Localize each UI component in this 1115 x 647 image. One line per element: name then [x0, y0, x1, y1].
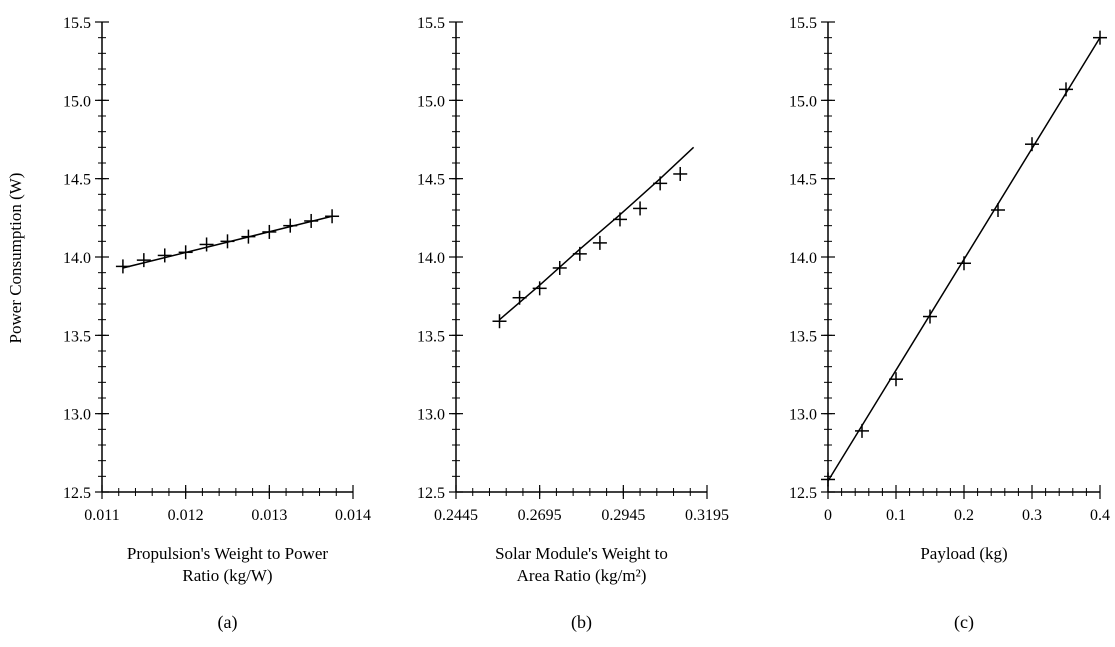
data-point-marker [957, 256, 971, 271]
data-point-marker [673, 166, 688, 181]
data-point-marker [283, 218, 298, 233]
x-axis-title: Area Ratio (kg/m²) [517, 566, 647, 585]
x-tick-label: 0.014 [335, 507, 371, 524]
panels: 12.5 13.0 13.5 14.0 14.5 15.0 15.5 0.011 0.012 0.… [63, 15, 1110, 633]
data-point-marker [991, 203, 1005, 217]
y-tick-label: 12.5 [789, 485, 817, 502]
y-tick-label: 13.0 [789, 407, 817, 424]
x-axis-title: Ratio (kg/W) [182, 566, 272, 585]
data-point-marker [532, 281, 547, 296]
data-point-marker [115, 259, 130, 274]
data-point-marker [136, 253, 151, 268]
data-point-marker [653, 176, 668, 191]
y-tick-label: 13.0 [63, 407, 91, 424]
data-point-marker [855, 423, 869, 438]
x-tick-label: 0 [824, 507, 832, 524]
y-tick-label: 14.0 [417, 250, 445, 267]
x-tick-label: 0.011 [84, 507, 119, 524]
x-tick-label: 0.2445 [434, 507, 478, 524]
y-axis-title: Power Consumption (W) [6, 173, 25, 344]
data-point-marker [325, 209, 340, 224]
data-point-marker [612, 212, 627, 227]
data-point-marker [492, 314, 507, 329]
y-tick-label: 15.5 [417, 15, 445, 32]
y-tick-label: 13.5 [417, 328, 445, 345]
x-axis-title: Solar Module's Weight to [495, 544, 668, 563]
y-tick-label: 14.0 [63, 250, 91, 267]
y-tick-label: 13.5 [789, 328, 817, 345]
data-point-marker [178, 245, 193, 260]
panel-label: (c) [954, 612, 974, 633]
data-point-marker [157, 248, 172, 263]
x-tick-label: 0.3195 [685, 507, 729, 524]
data-point-marker [304, 213, 319, 228]
x-tick-label: 0.013 [251, 507, 287, 524]
data-point-marker [199, 237, 214, 252]
y-tick-label: 15.0 [417, 93, 445, 110]
data-point-marker [923, 309, 937, 324]
y-tick-label: 15.5 [789, 15, 817, 32]
x-axis-title: Propulsion's Weight to Power [127, 544, 328, 563]
panel-c: 12.5 13.0 13.5 14.0 14.5 15.0 15.5 0 0.1 0.2 0.3 0.… [789, 15, 1110, 633]
x-tick-label: 0.1 [886, 507, 906, 524]
data-point-marker [572, 246, 587, 261]
panel-b: 12.5 13.0 13.5 14.0 14.5 15.0 15.5 0.2445 0.2695… [417, 15, 729, 633]
panel-label: (b) [571, 612, 592, 633]
data-point-marker [512, 290, 527, 305]
y-tick-label: 12.5 [63, 485, 91, 502]
y-tick-label: 12.5 [417, 485, 445, 502]
data-point-marker [889, 372, 903, 387]
data-point-marker [262, 224, 277, 239]
x-tick-label: 0.4 [1090, 507, 1110, 524]
y-tick-label: 13.5 [63, 328, 91, 345]
trend-line [499, 146, 695, 321]
x-tick-label: 0.2 [954, 507, 974, 524]
x-tick-label: 0.3 [1022, 507, 1042, 524]
data-point-marker [1093, 30, 1107, 45]
x-tick-label: 0.2695 [518, 507, 562, 524]
data-point-marker [821, 472, 835, 487]
y-tick-label: 14.5 [789, 172, 817, 189]
data-point-marker [633, 201, 648, 216]
x-tick-label: 0.2945 [601, 507, 645, 524]
y-tick-label: 14.5 [63, 172, 91, 189]
panel-a: 12.5 13.0 13.5 14.0 14.5 15.0 15.5 0.011 0.012 0.… [63, 15, 371, 633]
data-point-marker [1025, 137, 1039, 152]
x-axis-title: Payload (kg) [920, 544, 1007, 563]
data-point-marker [241, 229, 256, 244]
data-point-marker [592, 235, 607, 250]
y-tick-label: 15.5 [63, 15, 91, 32]
panel-label: (a) [218, 612, 238, 633]
y-tick-label: 14.0 [789, 250, 817, 267]
y-tick-label: 15.0 [63, 93, 91, 110]
data-point-marker [220, 234, 235, 249]
y-tick-label: 13.0 [417, 407, 445, 424]
data-point-marker [552, 260, 567, 275]
data-point-marker [1059, 82, 1073, 97]
x-tick-label: 0.012 [168, 507, 204, 524]
y-tick-label: 15.0 [789, 93, 817, 110]
y-tick-label: 14.5 [417, 172, 445, 189]
